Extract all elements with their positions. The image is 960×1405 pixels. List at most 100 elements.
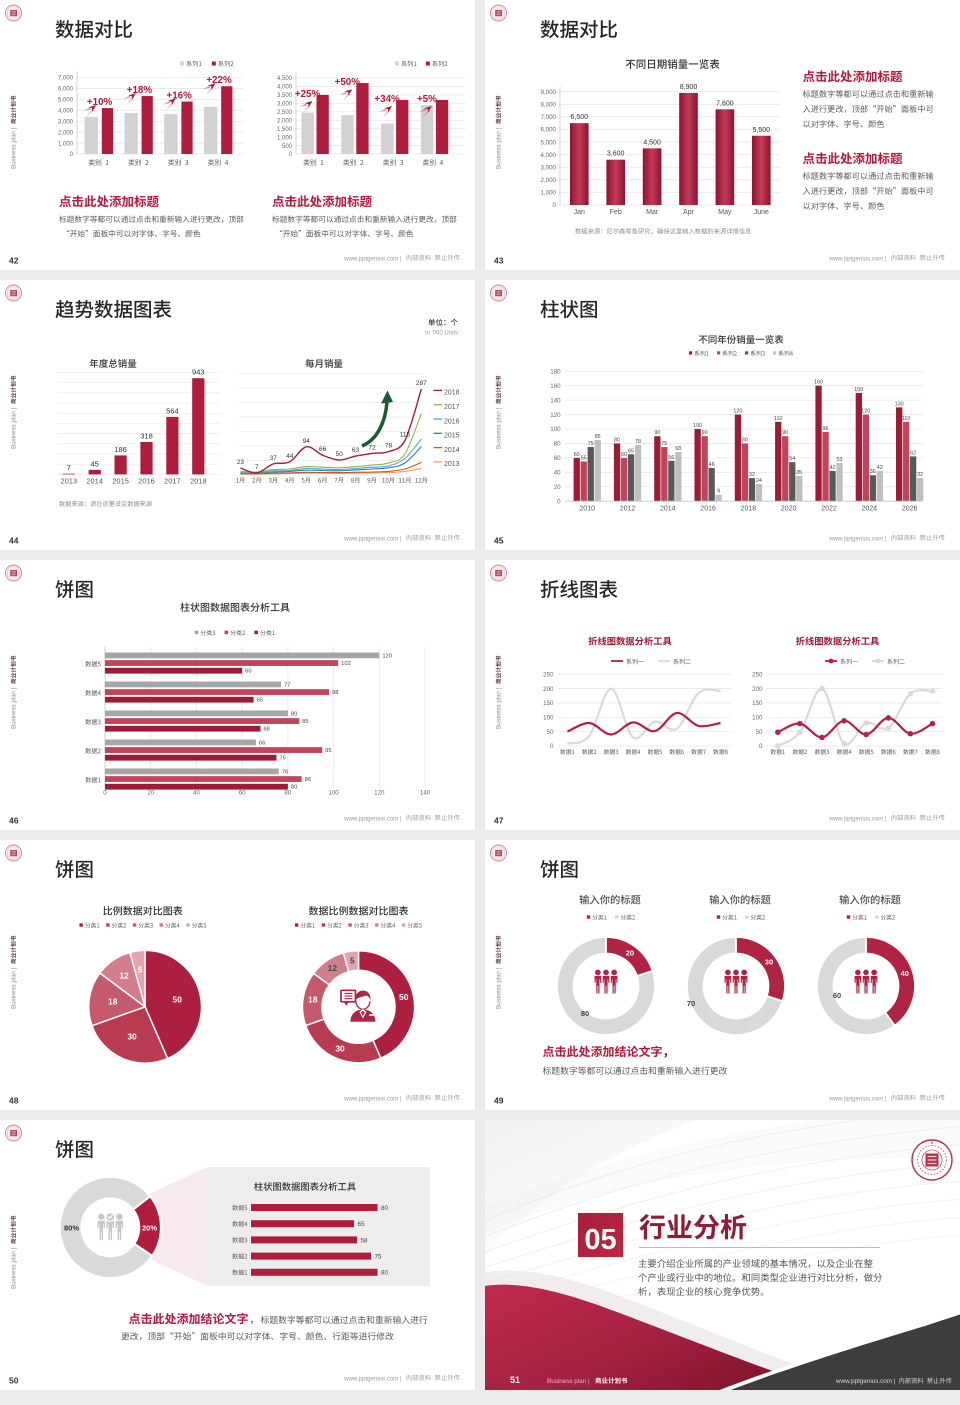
svg-text:6,000: 6,000 [541, 127, 557, 134]
svg-text:2017: 2017 [164, 477, 181, 486]
svg-text:60: 60 [621, 452, 627, 458]
svg-text:49: 49 [494, 1096, 504, 1106]
svg-text:95: 95 [325, 748, 331, 754]
svg-text:100: 100 [543, 714, 554, 721]
svg-text:5,000: 5,000 [541, 139, 557, 146]
svg-text:Business plan |: Business plan | [547, 1378, 590, 1385]
svg-text:23: 23 [237, 459, 245, 466]
svg-text:80: 80 [381, 1270, 388, 1277]
svg-text:150: 150 [543, 700, 554, 707]
svg-text:Jan: Jan [574, 209, 585, 216]
svg-text:48: 48 [9, 1096, 19, 1106]
svg-text:+25%: +25% [295, 89, 321, 100]
svg-text:7,000: 7,000 [541, 114, 557, 121]
svg-text:80: 80 [291, 785, 297, 791]
svg-text:www.pptgenius.com |: www.pptgenius.com | [828, 816, 887, 823]
svg-text:32: 32 [917, 472, 923, 478]
svg-text:2016: 2016 [138, 477, 155, 486]
svg-text:www.pptgenius.com |: www.pptgenius.com | [343, 1376, 402, 1383]
svg-text:60: 60 [574, 452, 580, 458]
svg-text:1,000: 1,000 [277, 135, 293, 141]
svg-text:80: 80 [581, 1009, 589, 1018]
svg-text:65: 65 [628, 448, 634, 454]
svg-text:120: 120 [550, 412, 561, 419]
svg-text:75: 75 [588, 441, 594, 447]
svg-text:54: 54 [789, 456, 795, 462]
svg-text:Business plan |: Business plan | [496, 967, 503, 1009]
svg-text:60: 60 [245, 669, 251, 675]
svg-text:20: 20 [147, 790, 154, 797]
svg-text:115: 115 [400, 432, 411, 439]
svg-text:2018: 2018 [190, 477, 207, 486]
svg-text:2022: 2022 [821, 506, 837, 513]
svg-text:2,000: 2,000 [58, 130, 74, 136]
svg-text:66: 66 [259, 740, 265, 746]
svg-text:+18%: +18% [127, 85, 153, 96]
svg-text:Business plan |: Business plan | [11, 687, 18, 729]
svg-text:+50%: +50% [335, 77, 361, 88]
svg-text:86: 86 [305, 777, 311, 783]
svg-text:43: 43 [494, 256, 504, 266]
svg-text:51: 51 [510, 1375, 520, 1385]
svg-text:50: 50 [172, 995, 182, 1005]
svg-text:55: 55 [581, 455, 587, 461]
svg-text:32: 32 [749, 472, 755, 478]
svg-text:45: 45 [494, 536, 504, 546]
svg-text:5: 5 [350, 955, 355, 965]
svg-text:8,900: 8,900 [680, 84, 698, 91]
svg-text:42: 42 [830, 465, 836, 471]
svg-text:0: 0 [70, 152, 74, 158]
svg-text:5,000: 5,000 [58, 98, 74, 104]
svg-text:+10%: +10% [87, 97, 113, 108]
svg-text:42: 42 [877, 465, 883, 471]
svg-text:63: 63 [352, 447, 360, 454]
svg-text:60: 60 [833, 991, 841, 1000]
svg-text:Business plan |: Business plan | [11, 967, 18, 1009]
svg-text:120: 120 [861, 409, 870, 415]
svg-text:2016: 2016 [700, 506, 716, 513]
svg-text:2,500: 2,500 [277, 110, 293, 116]
svg-text:98: 98 [332, 690, 338, 696]
svg-text:2013: 2013 [60, 477, 77, 486]
svg-text:45: 45 [91, 459, 99, 468]
svg-text:120: 120 [733, 409, 742, 415]
svg-text:30: 30 [335, 1044, 345, 1054]
svg-text:Apr: Apr [683, 209, 695, 216]
svg-text:318: 318 [140, 431, 153, 440]
svg-text:Business plan |: Business plan | [11, 127, 18, 169]
svg-text:75: 75 [375, 1254, 382, 1261]
svg-text:50: 50 [9, 1376, 19, 1386]
svg-text:2,000: 2,000 [277, 118, 293, 124]
svg-text:2018: 2018 [444, 390, 460, 397]
svg-text:2013: 2013 [444, 461, 460, 468]
svg-text:Business plan |: Business plan | [496, 127, 503, 169]
svg-text:www.pptgenius.com |: www.pptgenius.com | [343, 536, 402, 543]
svg-text:120: 120 [382, 653, 392, 659]
svg-text:3,000: 3,000 [58, 119, 74, 125]
svg-text:100: 100 [752, 714, 763, 721]
svg-text:40: 40 [901, 969, 909, 978]
svg-text:0: 0 [103, 790, 107, 797]
svg-text:100: 100 [328, 790, 339, 797]
svg-text:80: 80 [291, 711, 297, 717]
svg-text:www.pptgenius.com |: www.pptgenius.com | [343, 256, 402, 263]
svg-text:94: 94 [303, 438, 311, 445]
svg-text:6,500: 6,500 [571, 114, 589, 121]
svg-text:35: 35 [796, 470, 802, 476]
svg-text:75: 75 [661, 441, 667, 447]
svg-text:58: 58 [361, 1237, 368, 1244]
svg-text:+16%: +16% [167, 91, 193, 102]
svg-text:30: 30 [127, 1031, 137, 1041]
svg-text:www.pptgenius.com |: www.pptgenius.com | [343, 1096, 402, 1103]
svg-text:+22%: +22% [206, 75, 232, 86]
svg-text:90: 90 [782, 430, 788, 436]
svg-text:180: 180 [550, 368, 561, 375]
svg-text:68: 68 [263, 727, 269, 733]
svg-text:6,000: 6,000 [58, 87, 74, 93]
svg-text:May: May [718, 209, 732, 216]
svg-text:47: 47 [494, 816, 504, 826]
svg-text:50: 50 [547, 729, 554, 736]
svg-text:2014: 2014 [660, 506, 676, 513]
svg-text:www.pptgenius.com |: www.pptgenius.com | [835, 1378, 896, 1385]
svg-text:200: 200 [543, 686, 554, 693]
